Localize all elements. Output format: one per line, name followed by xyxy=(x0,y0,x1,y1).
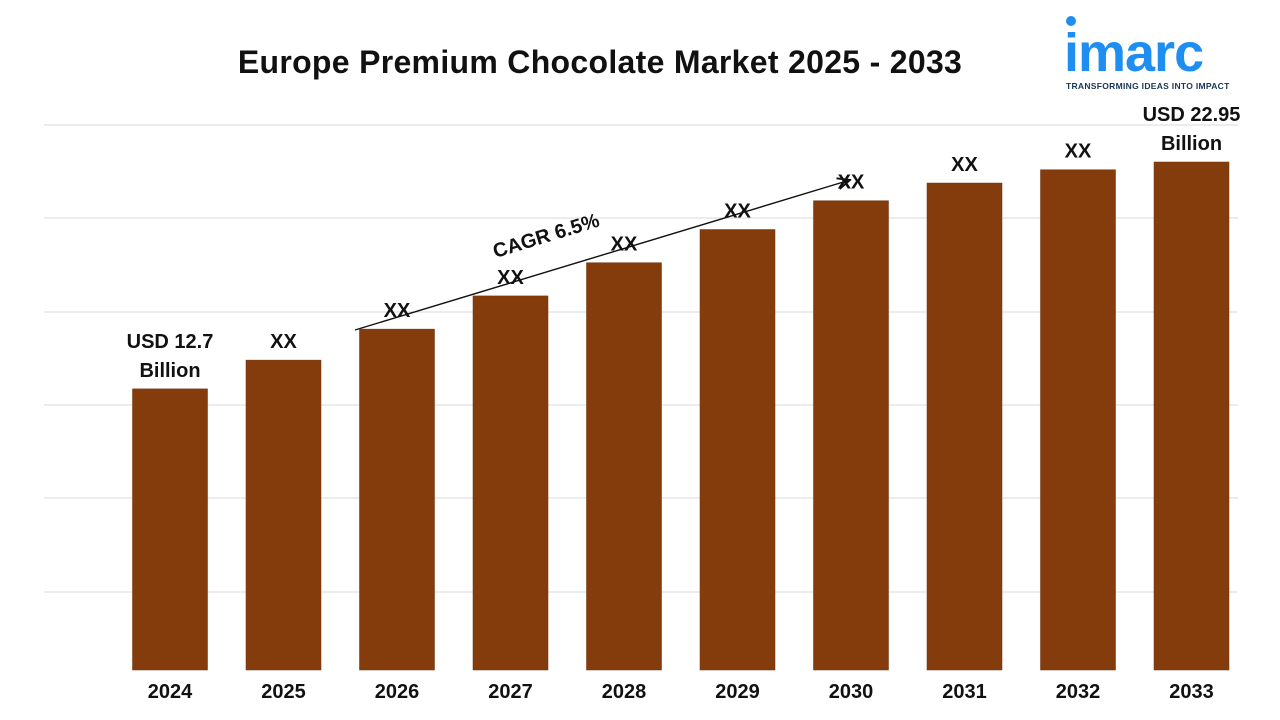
bar-2031 xyxy=(926,182,1003,671)
bar-2033 xyxy=(1153,161,1230,671)
x-tick-2033: 2033 xyxy=(1169,681,1214,703)
x-tick-2027: 2027 xyxy=(488,681,533,703)
data-label-2033: USD 22.95 xyxy=(1143,104,1241,126)
data-label-2024: USD 12.7 xyxy=(127,331,214,353)
x-tick-2030: 2030 xyxy=(829,681,874,703)
data-label-2033: Billion xyxy=(1161,133,1222,155)
data-label-2032: XX xyxy=(1065,141,1092,163)
chart-title: Europe Premium Chocolate Market 2025 - 2… xyxy=(237,44,963,80)
data-label-2028: XX xyxy=(611,234,638,256)
data-label-2031: XX xyxy=(951,154,978,176)
bar-2027 xyxy=(472,295,549,671)
x-tick-2025: 2025 xyxy=(261,681,306,703)
data-label-2024: Billion xyxy=(139,360,200,382)
data-labels: USD 12.7 Billion XX XX XX XX XX XX XX XX USD 22.95… xyxy=(127,104,1241,382)
bar-2028 xyxy=(586,262,662,671)
x-tick-2029: 2029 xyxy=(715,681,760,703)
x-tick-2031: 2031 xyxy=(942,681,987,703)
x-tick-2032: 2032 xyxy=(1056,681,1101,703)
data-label-2030: XX xyxy=(838,172,865,194)
logo-wordmark: imarc xyxy=(1064,23,1204,83)
data-label-2029: XX xyxy=(724,201,751,223)
data-label-2026: XX xyxy=(384,300,411,322)
bar-2026 xyxy=(359,328,435,671)
logo-tagline: TRANSFORMING IDEAS INTO IMPACT xyxy=(1066,81,1230,91)
data-label-2027: XX xyxy=(497,267,524,289)
x-axis-ticks: 2024 2025 2026 2027 2028 2029 2030 2031 2032 2033 xyxy=(148,681,1214,703)
bar-2029 xyxy=(699,229,776,671)
x-tick-2028: 2028 xyxy=(602,681,647,703)
imarc-logo: imarc TRANSFORMING IDEAS INTO IMPACT xyxy=(1060,14,1250,94)
x-tick-2024: 2024 xyxy=(148,681,193,703)
bar-2032 xyxy=(1040,169,1116,671)
bar-2030 xyxy=(813,200,889,671)
data-label-2025: XX xyxy=(270,331,297,353)
x-tick-2026: 2026 xyxy=(375,681,420,703)
bar-2024 xyxy=(132,388,208,671)
bar-2025 xyxy=(245,359,322,671)
bars xyxy=(132,161,1230,671)
